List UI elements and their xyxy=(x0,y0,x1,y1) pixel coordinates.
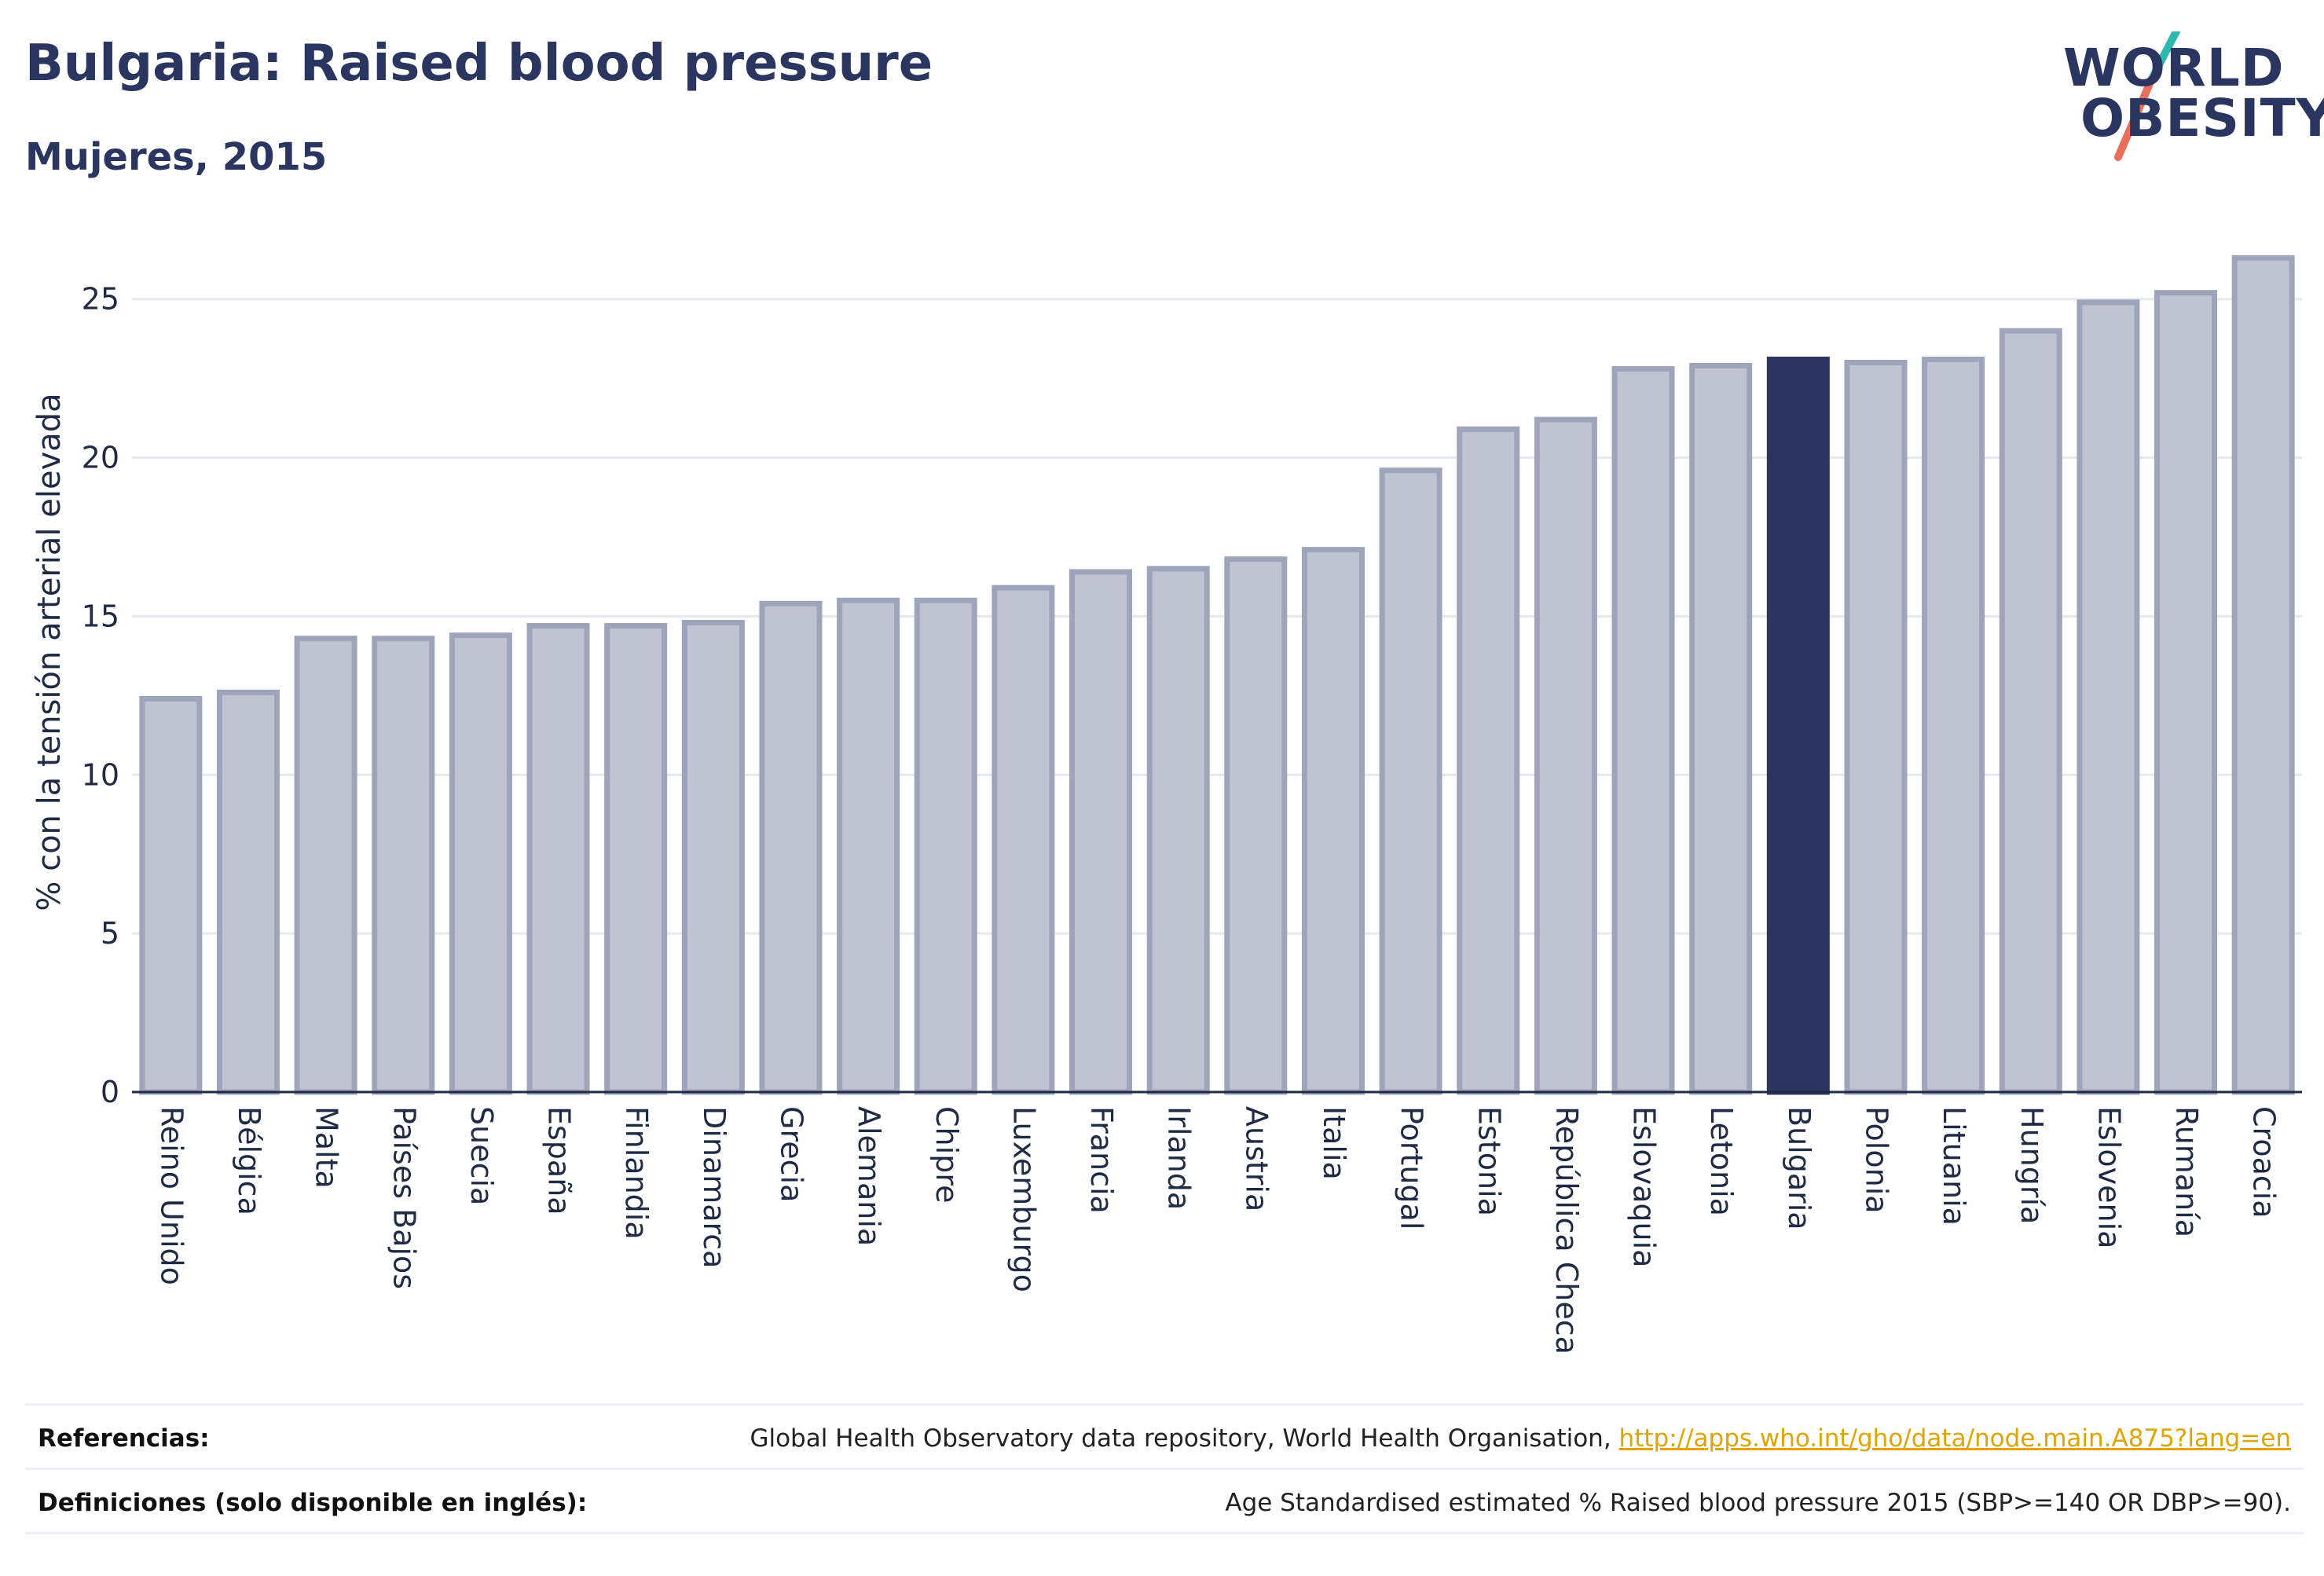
y-tick-label: 0 xyxy=(101,1075,119,1109)
references-row: Referencias: Global Health Observatory d… xyxy=(25,1403,2304,1468)
x-tick-label: Chipre xyxy=(929,1106,964,1203)
bar-rumanía[interactable] xyxy=(2154,290,2218,1095)
definitions-row: Definiciones (solo disponible en inglés)… xyxy=(25,1468,2304,1533)
logo-text-world: WORLD xyxy=(2063,38,2285,98)
definitions-label: Definiciones (solo disponible en inglés)… xyxy=(38,1489,588,1517)
references-value: Global Health Observatory data repositor… xyxy=(750,1424,2291,1453)
x-tick-label: Portugal xyxy=(1395,1106,1429,1230)
y-tick-label: 10 xyxy=(82,757,119,792)
x-tick-label: Irlanda xyxy=(1162,1106,1197,1210)
bar-malta[interactable] xyxy=(294,636,357,1095)
x-tick-label: Bélgica xyxy=(232,1106,266,1215)
bar-letonia[interactable] xyxy=(1689,363,1753,1095)
y-tick-label: 20 xyxy=(82,441,119,475)
bar-polonia[interactable] xyxy=(1844,359,1908,1095)
x-tick-label: Malta xyxy=(310,1106,344,1189)
bar-austria[interactable] xyxy=(1224,556,1288,1095)
bar-italia[interactable] xyxy=(1301,547,1365,1095)
bar-estonia[interactable] xyxy=(1457,426,1520,1095)
x-tick-label: Francia xyxy=(1084,1106,1119,1214)
bar-finlandia[interactable] xyxy=(604,623,668,1095)
bar-bélgica[interactable] xyxy=(216,689,280,1095)
bar-bulgaria[interactable] xyxy=(1766,356,1830,1095)
x-tick-label: Suecia xyxy=(464,1106,499,1205)
definitions-value: Age Standardised estimated % Raised bloo… xyxy=(1225,1489,2291,1517)
x-tick-label: Finlandia xyxy=(619,1106,654,1240)
x-tick-label: Italia xyxy=(1317,1106,1351,1180)
bar-chipre[interactable] xyxy=(914,597,977,1095)
x-tick-label: Dinamarca xyxy=(697,1106,731,1268)
x-tick-label: Croacia xyxy=(2247,1106,2282,1219)
x-tick-label: Eslovenia xyxy=(2091,1106,2126,1248)
bar-eslovaquia[interactable] xyxy=(1611,366,1675,1095)
bar-francia[interactable] xyxy=(1069,569,1133,1095)
x-tick-label: España xyxy=(542,1106,577,1215)
logo-text-obesity: OBESITY xyxy=(2080,88,2324,148)
bar-países-bajos[interactable] xyxy=(372,636,435,1095)
bar-españa[interactable] xyxy=(526,623,590,1095)
x-tick-label: Bulgaria xyxy=(1782,1106,1816,1230)
x-tick-label: Reino Unido xyxy=(154,1106,189,1285)
x-tick-label: Estonia xyxy=(1472,1106,1506,1216)
bar-hungría[interactable] xyxy=(1999,328,2062,1095)
y-axis-ticks: 0 5 10 15 20 25 xyxy=(82,282,119,1109)
world-obesity-logo[interactable]: WORLD OBESITY xyxy=(2043,31,2324,165)
bar-reino-unido[interactable] xyxy=(139,695,203,1095)
bar-portugal[interactable] xyxy=(1379,467,1442,1095)
bar-alemania[interactable] xyxy=(837,597,900,1095)
bar-dinamarca[interactable] xyxy=(681,620,745,1095)
y-tick-label: 5 xyxy=(101,916,119,951)
page-subtitle: Mujeres, 2015 xyxy=(25,135,328,179)
x-tick-label: Países Bajos xyxy=(387,1106,421,1289)
references-label: Referencias: xyxy=(38,1424,210,1453)
page-title: Bulgaria: Raised blood pressure xyxy=(25,35,933,93)
y-axis-label: % con la tensión arterial elevada xyxy=(31,393,68,911)
bar-grecia[interactable] xyxy=(759,600,823,1095)
x-tick-label: Polonia xyxy=(1859,1106,1893,1214)
x-axis-tick-labels: Reino Unido Bélgica Malta Países Bajos Sueci… xyxy=(154,1106,2281,1354)
bar-chart: 0 5 10 15 20 25 % con la tensión arterial ele… xyxy=(31,255,2302,1354)
bar-irlanda[interactable] xyxy=(1146,566,1210,1095)
bar-eslovenia[interactable] xyxy=(2077,299,2140,1095)
bar-república-checa[interactable] xyxy=(1534,416,1597,1095)
bar-suecia[interactable] xyxy=(449,632,512,1095)
x-tick-label: Hungría xyxy=(2014,1106,2049,1224)
references-text: Global Health Observatory data repositor… xyxy=(750,1424,1619,1453)
bar-luxemburgo[interactable] xyxy=(992,585,1055,1095)
x-tick-label: Alemania xyxy=(852,1106,886,1246)
x-tick-label: Rumanía xyxy=(2169,1106,2204,1237)
x-tick-label: Grecia xyxy=(774,1106,808,1202)
x-tick-label: Austria xyxy=(1239,1106,1274,1211)
footer-bottom-rule xyxy=(25,1532,2304,1534)
references-link[interactable]: http://apps.who.int/gho/data/node.main.A… xyxy=(1618,1424,2291,1453)
x-tick-label: Luxemburgo xyxy=(1006,1106,1041,1292)
bar-lituania[interactable] xyxy=(1922,356,1985,1095)
logo-slash-icon xyxy=(2114,31,2180,161)
y-tick-label: 25 xyxy=(82,282,119,317)
bar-croacia[interactable] xyxy=(2231,255,2295,1095)
x-tick-label: Letonia xyxy=(1704,1106,1739,1216)
x-tick-label: Lituania xyxy=(1937,1106,1971,1226)
x-tick-label: Eslovaquia xyxy=(1627,1106,1662,1267)
y-tick-label: 15 xyxy=(82,599,119,633)
x-tick-label: República Checa xyxy=(1549,1106,1584,1354)
bars xyxy=(139,255,2295,1095)
